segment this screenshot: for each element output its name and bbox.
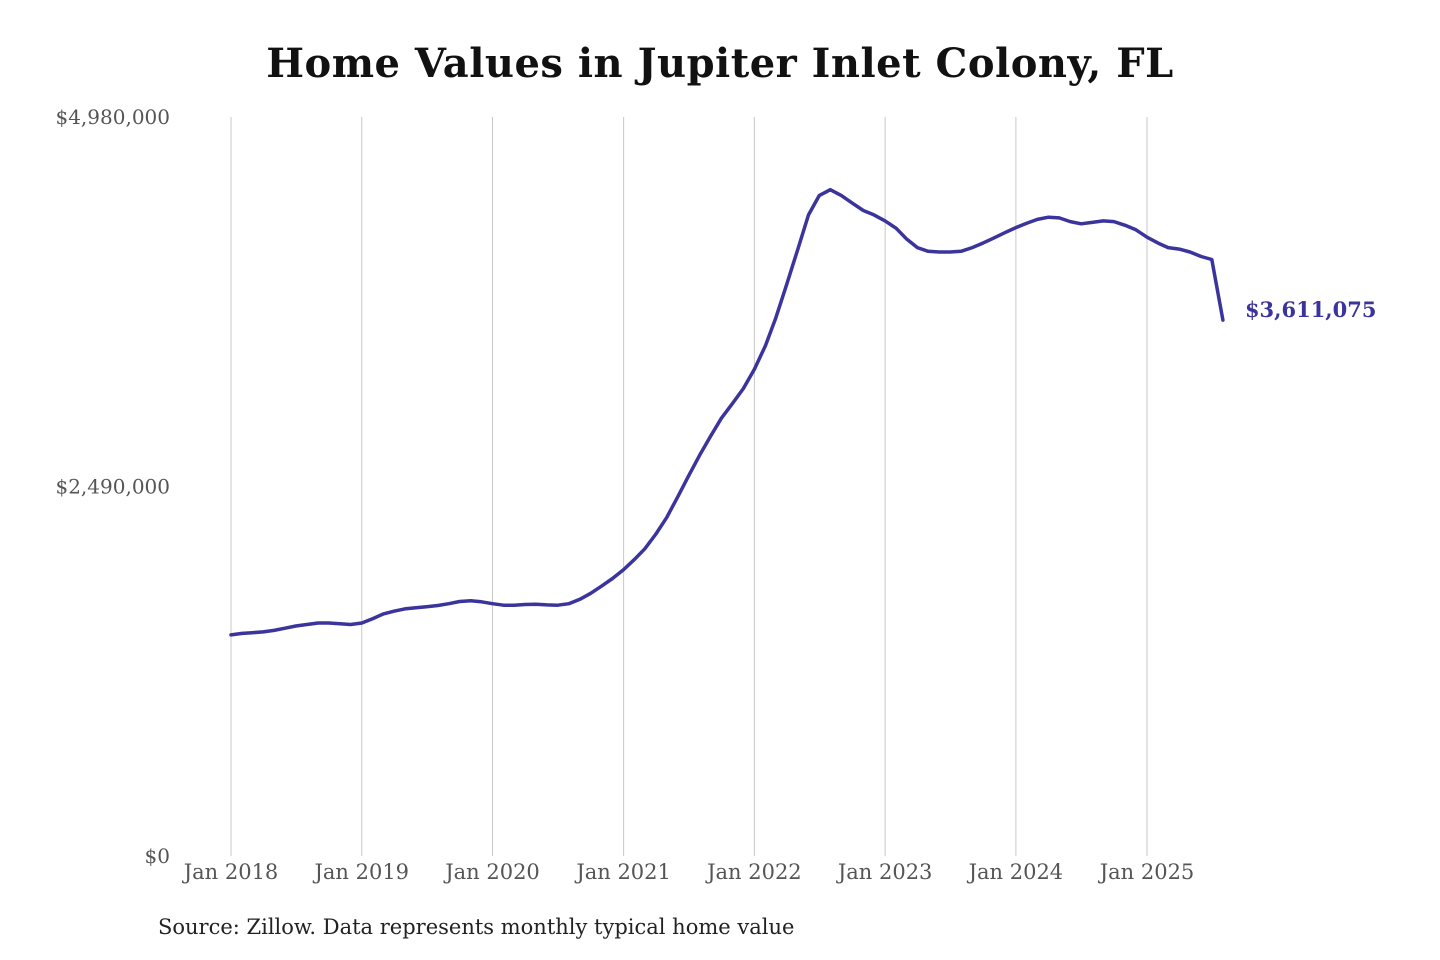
y-tick-label: $2,490,000 [55, 475, 170, 499]
x-tick-label: Jan 2024 [967, 860, 1064, 884]
x-tick-label: Jan 2018 [182, 860, 279, 884]
end-value-label: $3,611,075 [1245, 297, 1377, 322]
x-tick-label: Jan 2020 [443, 860, 540, 884]
y-tick-label: $0 [145, 844, 170, 868]
x-tick-label: Jan 2022 [705, 860, 802, 884]
x-tick-label: Jan 2025 [1098, 860, 1195, 884]
x-tick-label: Jan 2021 [574, 860, 671, 884]
y-tick-label: $4,980,000 [55, 105, 170, 129]
chart-source-note: Source: Zillow. Data represents monthly … [158, 915, 795, 939]
chart-title: Home Values in Jupiter Inlet Colony, FL [266, 40, 1174, 87]
x-tick-label: Jan 2019 [312, 860, 409, 884]
x-tick-label: Jan 2023 [836, 860, 933, 884]
series-line [229, 187, 1225, 637]
